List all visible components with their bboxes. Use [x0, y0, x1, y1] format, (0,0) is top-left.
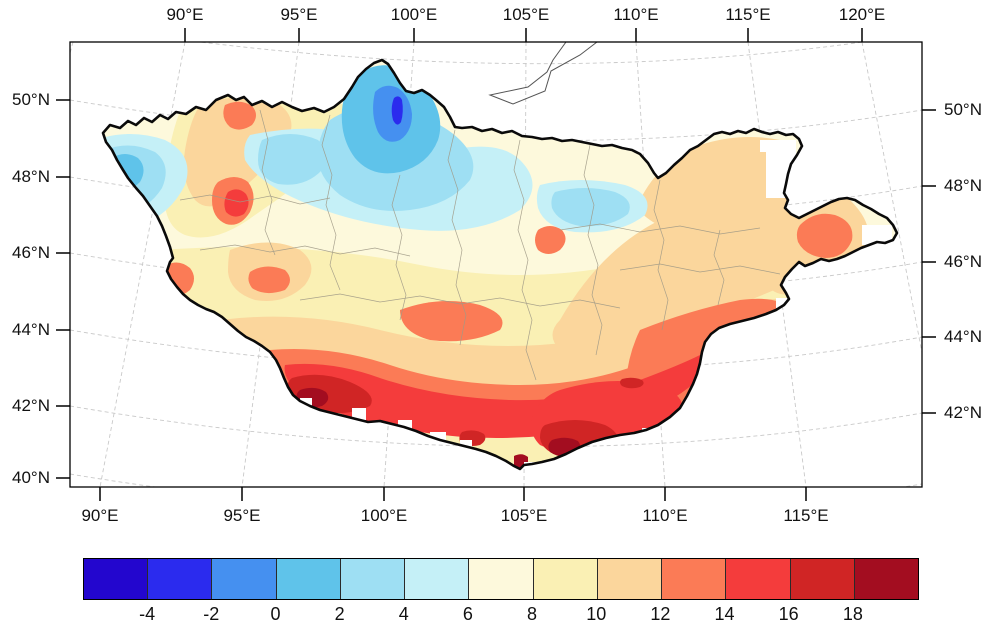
- colorbar-cell: [661, 559, 726, 599]
- graticule-meridian: [861, 42, 922, 355]
- axis-label-top: 90°E: [166, 5, 204, 24]
- map-frame: [69, 41, 923, 488]
- contour-region: [183, 97, 292, 207]
- contour-region: [258, 134, 327, 185]
- colorbar-tick-label: 18: [842, 604, 863, 624]
- axis-label-right: 48°N: [944, 176, 982, 195]
- contour-region: [552, 168, 868, 358]
- contour-region: [400, 301, 503, 342]
- axis-label-bottom: 100°E: [360, 506, 408, 525]
- axis-label-top: 110°E: [613, 5, 659, 24]
- colorbar-cell: [275, 559, 340, 599]
- axis-ticks: [56, 28, 936, 501]
- colorbar-cell: [853, 559, 919, 599]
- contour-region: [551, 188, 630, 227]
- axis-label-top: 120°E: [838, 5, 886, 24]
- axis-label-left: 44°N: [12, 320, 50, 339]
- colorbar-tick-label: 8: [527, 604, 538, 624]
- colorbar-tick-label: 16: [778, 604, 799, 624]
- colorbar-labels: -4 -2 0 2 4 6 8 10 12 14 16 18: [83, 602, 917, 627]
- colorbar-cell: [468, 559, 533, 599]
- graticule-parallel: [197, 42, 867, 65]
- axis-label-right: 46°N: [944, 252, 982, 271]
- contour-region: [248, 266, 290, 294]
- axis-label-right: 42°N: [944, 403, 982, 422]
- colorbar-cell: [532, 559, 597, 599]
- colorbar-tick-label: 2: [334, 604, 345, 624]
- colorbar-tick-label: -2: [203, 604, 220, 624]
- axis-label-top: 100°E: [390, 5, 438, 24]
- colorbar-cell: [147, 559, 212, 599]
- colorbar-tick-label: 4: [398, 604, 409, 624]
- colorbar-cell: [596, 559, 662, 599]
- colorbar: [83, 558, 919, 600]
- lake-baikal-outline: [488, 42, 598, 105]
- province-boundaries: [179, 109, 781, 381]
- contour-region: [620, 377, 644, 389]
- axis-label-bottom: 115°E: [783, 506, 829, 525]
- axis-label-right: 44°N: [944, 327, 982, 346]
- colorbar-tick-label: 14: [714, 604, 735, 624]
- colorbar-tick-label: 10: [586, 604, 607, 624]
- axis-label-bottom: 105°E: [500, 506, 548, 525]
- axis-label-right: 50°N: [944, 100, 982, 119]
- colorbar-cell: [789, 559, 854, 599]
- colorbar-tick-label: 12: [650, 604, 671, 624]
- axis-label-left: 46°N: [12, 243, 50, 262]
- colorbar-cell: [404, 559, 469, 599]
- axis-label-bottom: 90°E: [81, 506, 119, 525]
- country-border: [101, 58, 899, 471]
- axis-label-top: 105°E: [502, 5, 550, 24]
- colorbar-cell: [211, 559, 276, 599]
- colorbar-tick-label: 6: [462, 604, 473, 624]
- contour-region: [535, 226, 566, 254]
- contour-region: [796, 213, 853, 258]
- axis-label-left: 42°N: [12, 396, 50, 415]
- contour-region: [224, 189, 249, 217]
- axis-label-top: 115°E: [725, 5, 771, 24]
- axis-label-bottom: 95°E: [223, 506, 261, 525]
- colorbar-tick-label: -4: [139, 604, 156, 624]
- axis-label-left: 50°N: [12, 90, 50, 109]
- contour-region: [296, 387, 329, 408]
- contour-region: [223, 101, 256, 130]
- colorbar-cell: [725, 559, 790, 599]
- colorbar-cell: [84, 559, 148, 599]
- axis-label-bottom: 110°E: [642, 506, 688, 525]
- contour-region: [391, 96, 403, 125]
- colorbar-cell: [339, 559, 405, 599]
- colorbar-tick-label: 0: [270, 604, 281, 624]
- axis-label-top: 95°E: [280, 5, 318, 24]
- axis-label-left: 48°N: [12, 167, 50, 186]
- axis-label-left: 40°N: [12, 468, 50, 487]
